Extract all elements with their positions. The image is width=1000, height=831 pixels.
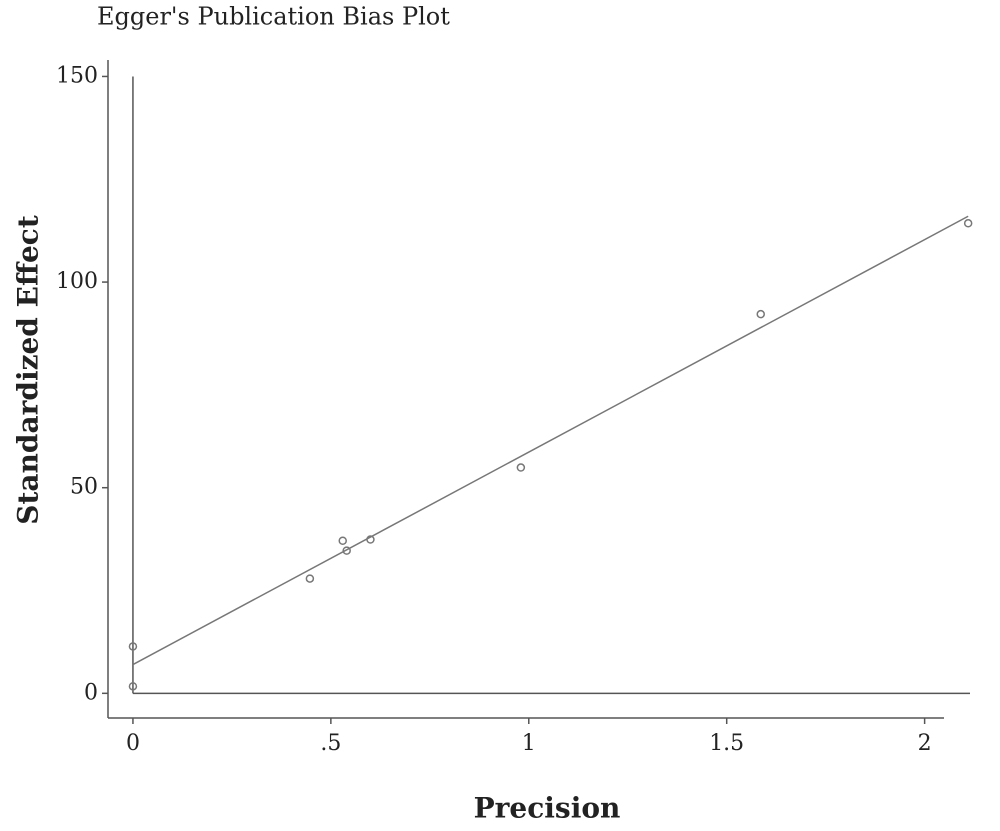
data-point	[342, 546, 351, 555]
x-tick-label: .5	[320, 731, 341, 756]
data-point	[128, 642, 138, 651]
regression-line	[132, 215, 969, 666]
x-tick-label: 0	[126, 731, 140, 756]
x-tick-label: 2	[918, 731, 932, 756]
x-tick-label: 1	[522, 731, 536, 756]
x-axis-label: Precision	[474, 792, 621, 825]
y-axis-label: Standardized Effect	[12, 215, 45, 525]
y-tick-label: 50	[70, 475, 98, 500]
data-point	[338, 536, 347, 546]
x-tick-label: 1.5	[709, 731, 744, 756]
data-point	[963, 219, 973, 228]
data-point	[366, 535, 375, 544]
y-tick-label: 100	[56, 269, 98, 294]
data-point	[756, 309, 765, 319]
data-point	[305, 574, 315, 583]
chart-title: Egger's Publication Bias Plot	[97, 3, 450, 31]
y-tick-label: 0	[84, 680, 98, 705]
data-point	[516, 463, 526, 472]
data-point	[128, 682, 138, 691]
y-tick-label: 150	[56, 63, 98, 88]
